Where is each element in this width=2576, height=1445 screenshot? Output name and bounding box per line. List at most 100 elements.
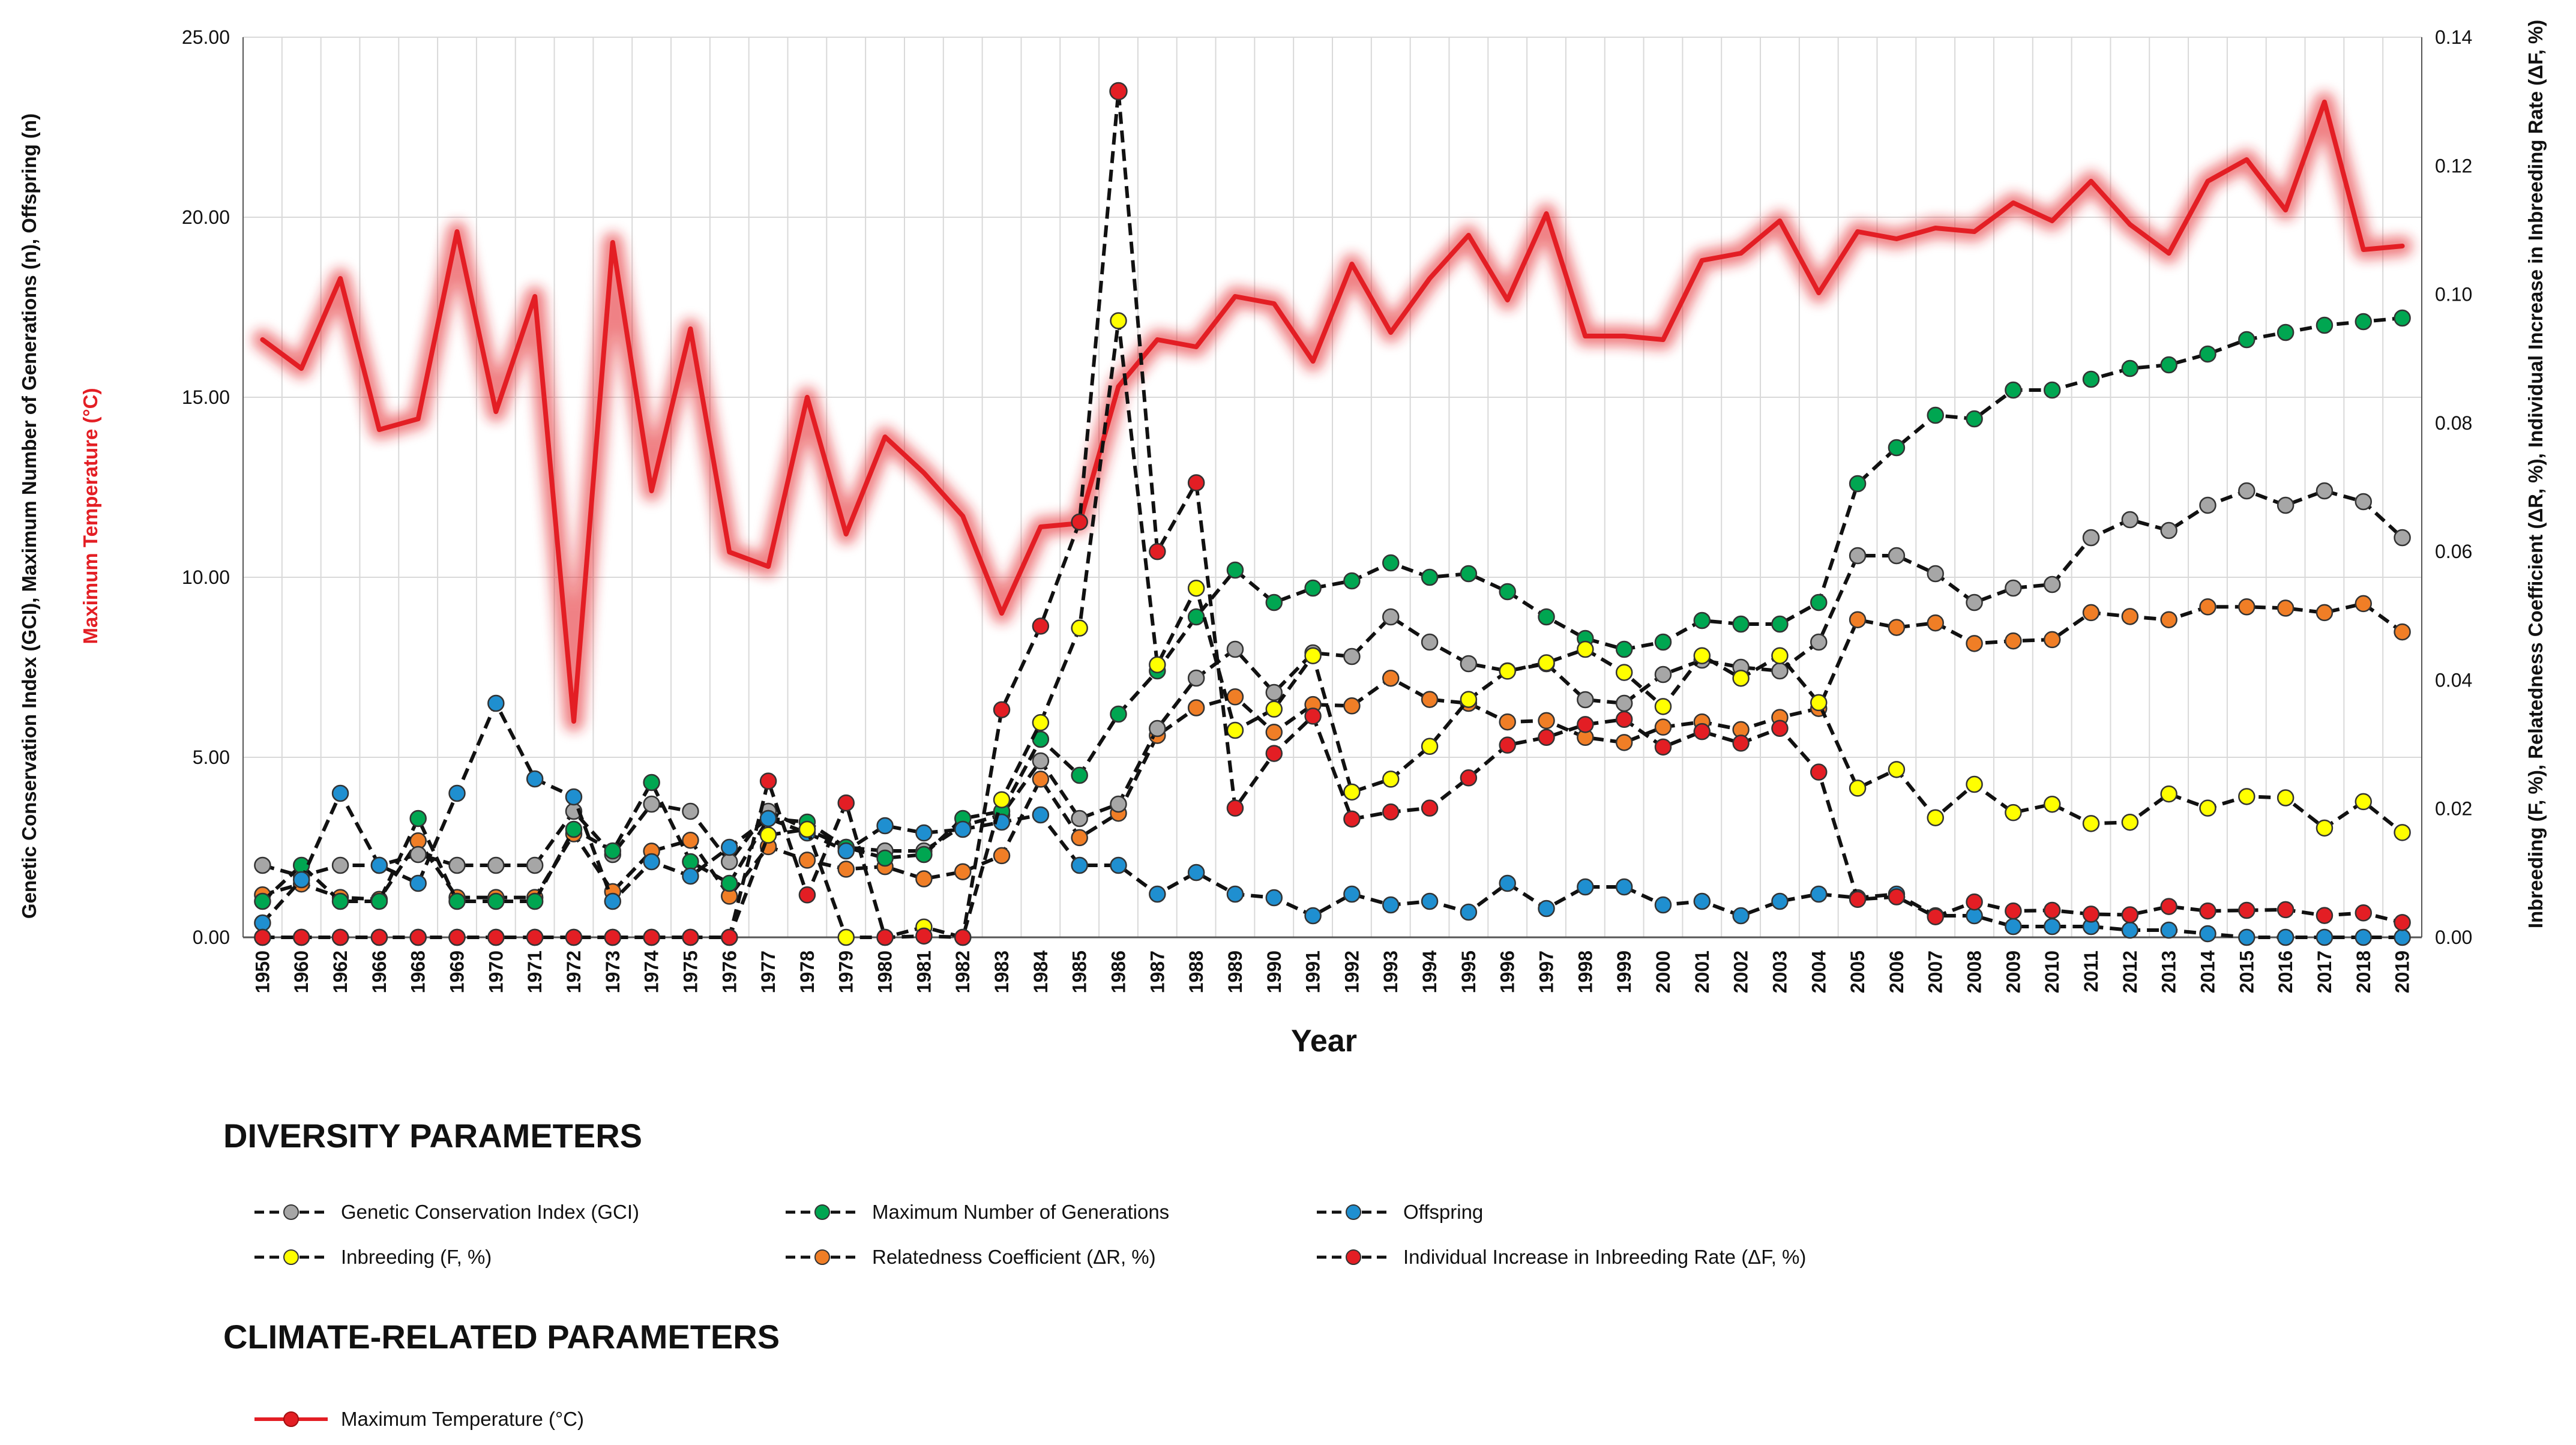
data-point-inbreeding-f <box>1615 664 1633 681</box>
legend-marker-inbreeding-rate <box>1317 1249 1390 1265</box>
data-point-genetic-conservation-index-gci <box>1382 608 1400 626</box>
data-point-relatedness-coefficient-r <box>1654 718 1672 736</box>
data-point-relatedness-coefficient-r <box>2121 608 2139 625</box>
data-point-offspring <box>370 856 388 874</box>
data-point-offspring <box>2199 925 2216 943</box>
data-point-individual-increase-in-inbreeding-rate-f <box>1732 735 1750 752</box>
x-tick-label: 1950 <box>251 951 273 993</box>
data-point-relatedness-coefficient-r <box>2005 632 2022 650</box>
data-point-offspring <box>1771 892 1789 910</box>
data-point-maximum-number-of-generations <box>370 892 388 910</box>
data-point-relatedness-coefficient-r <box>837 861 855 878</box>
data-point-individual-increase-in-inbreeding-rate-f <box>2355 904 2373 922</box>
x-tick-label: 1960 <box>290 951 312 993</box>
data-point-inbreeding-f <box>2316 819 2334 837</box>
right-tick-label: 0.04 <box>2435 669 2472 691</box>
data-point-offspring <box>2043 918 2061 936</box>
data-point-individual-increase-in-inbreeding-rate-f <box>2394 914 2411 931</box>
data-point-genetic-conservation-index-gci <box>1810 633 1828 651</box>
x-tick-label: 1992 <box>1341 951 1362 993</box>
data-point-individual-increase-in-inbreeding-rate-f <box>1304 707 1322 725</box>
legend-group-diversity-title: DIVERSITY PARAMETERS <box>223 1117 643 1155</box>
x-tick-label: 1977 <box>757 951 779 993</box>
data-point-individual-increase-in-inbreeding-rate-f <box>1810 763 1828 781</box>
data-point-maximum-number-of-generations <box>876 849 894 867</box>
data-point-maximum-number-of-generations <box>292 856 310 874</box>
data-point-genetic-conservation-index-gci <box>1654 665 1672 683</box>
data-point-relatedness-coefficient-r <box>1538 712 1555 730</box>
data-point-maximum-number-of-generations <box>526 892 544 910</box>
x-tick-label: 1979 <box>835 951 857 993</box>
x-tick-label: 1989 <box>1224 951 1246 993</box>
data-point-genetic-conservation-index-gci <box>2316 482 2334 500</box>
data-point-maximum-number-of-generations <box>1810 593 1828 611</box>
data-point-offspring <box>1693 892 1711 910</box>
data-point-inbreeding-f <box>1732 669 1750 687</box>
data-point-relatedness-coefficient-r <box>2160 611 2177 628</box>
data-point-relatedness-coefficient-r <box>682 831 699 849</box>
data-point-individual-increase-in-inbreeding-rate-f <box>721 928 738 946</box>
data-point-offspring <box>409 874 427 892</box>
legend-max-temperature: Maximum Temperature (°C) <box>252 1404 584 1434</box>
series-line-maximum-number-of-generations <box>261 316 2403 903</box>
x-axis-ticks: 1950 1960 1962 1966 1968 1969 1970 1971 1972 1973… <box>251 951 2413 993</box>
data-point-offspring <box>604 892 622 910</box>
data-point-genetic-conservation-index-gci <box>1187 669 1205 687</box>
data-point-maximum-number-of-generations <box>1071 766 1088 784</box>
data-point-offspring <box>682 867 699 885</box>
x-tick-label: 2009 <box>2002 951 2024 993</box>
data-point-maximum-number-of-generations <box>1732 615 1750 633</box>
data-point-maximum-number-of-generations <box>331 892 349 910</box>
left-tick-label: 25.00 <box>182 26 230 48</box>
data-point-maximum-number-of-generations <box>721 874 738 892</box>
right-tick-label: 0.12 <box>2435 155 2472 176</box>
data-point-individual-increase-in-inbreeding-rate-f <box>2277 901 2295 919</box>
x-tick-label: 2012 <box>2119 951 2141 993</box>
series-layer <box>252 82 2413 946</box>
data-point-inbreeding-f <box>2238 788 2256 805</box>
data-point-individual-increase-in-inbreeding-rate-f <box>1032 617 1050 635</box>
data-point-offspring <box>1071 856 1088 874</box>
data-point-maximum-number-of-generations <box>2238 331 2256 349</box>
data-point-genetic-conservation-index-gci <box>2394 529 2411 547</box>
legend-relatedness: Relatedness Coefficient (ΔR, %) <box>783 1242 1156 1272</box>
data-point-offspring <box>721 838 738 856</box>
data-point-offspring <box>2355 928 2373 946</box>
data-point-inbreeding-f <box>2121 813 2139 831</box>
left-tick-label: 20.00 <box>182 206 230 228</box>
data-point-individual-increase-in-inbreeding-rate-f <box>1615 710 1633 729</box>
data-point-individual-increase-in-inbreeding-rate-f <box>1927 908 1944 925</box>
x-tick-label: 1970 <box>485 951 507 993</box>
data-point-maximum-number-of-generations <box>2199 345 2216 363</box>
data-point-relatedness-coefficient-r <box>993 847 1011 865</box>
data-point-inbreeding-f <box>1577 640 1594 658</box>
data-point-inbreeding-f <box>2277 789 2295 807</box>
data-point-relatedness-coefficient-r <box>2277 599 2295 617</box>
legend-inbreeding: Inbreeding (F, %) <box>252 1242 492 1272</box>
data-point-maximum-number-of-generations <box>409 810 427 828</box>
data-point-inbreeding-f <box>2005 804 2022 822</box>
data-point-genetic-conservation-index-gci <box>1226 640 1244 658</box>
data-point-inbreeding-f <box>1966 775 1983 793</box>
data-point-offspring <box>2238 928 2256 946</box>
data-point-inbreeding-f <box>1460 691 1478 708</box>
data-point-maximum-number-of-generations <box>604 842 622 860</box>
data-point-inbreeding-f <box>2160 785 2177 803</box>
data-point-genetic-conservation-index-gci <box>1888 547 1906 565</box>
data-point-maximum-number-of-generations <box>254 892 271 910</box>
data-point-maximum-number-of-generations <box>1654 633 1672 651</box>
data-point-maximum-number-of-generations <box>2277 323 2295 341</box>
data-point-individual-increase-in-inbreeding-rate-f <box>2199 902 2216 920</box>
legend-label-gci: Genetic Conservation Index (GCI) <box>341 1201 640 1223</box>
data-point-maximum-number-of-generations <box>1615 640 1633 658</box>
legend-inbreeding-rate: Individual Increase in Inbreeding Rate (… <box>1314 1242 1806 1272</box>
data-point-offspring <box>526 770 544 788</box>
data-point-offspring <box>1304 907 1322 925</box>
data-point-maximum-number-of-generations <box>2316 316 2334 334</box>
data-point-individual-increase-in-inbreeding-rate-f <box>837 794 855 812</box>
data-point-individual-increase-in-inbreeding-rate-f <box>1693 722 1711 741</box>
data-point-genetic-conservation-index-gci <box>1966 593 1983 611</box>
data-point-individual-increase-in-inbreeding-rate-f <box>1499 736 1516 754</box>
data-point-inbreeding-f <box>1888 761 1906 778</box>
data-point-relatedness-coefficient-r <box>798 852 816 869</box>
